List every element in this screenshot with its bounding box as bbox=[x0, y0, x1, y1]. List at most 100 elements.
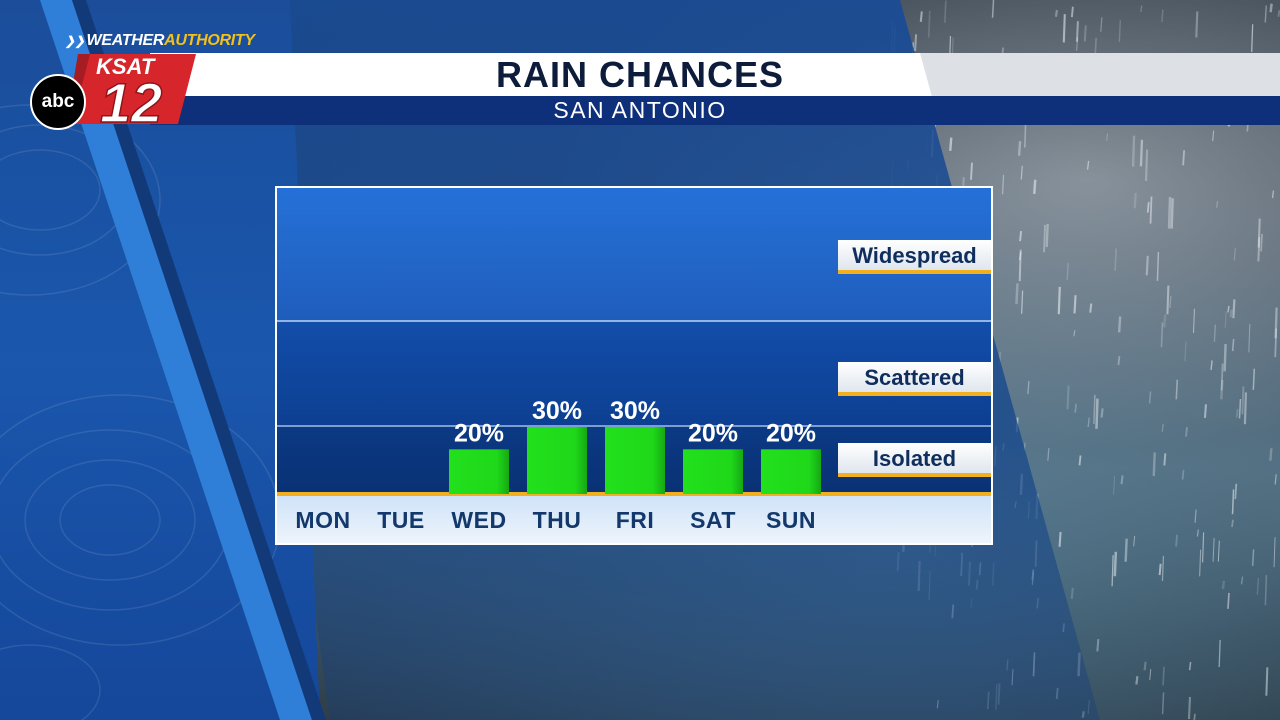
rain-streak bbox=[1277, 10, 1280, 17]
rain-streak bbox=[1033, 179, 1037, 194]
rain-streak bbox=[1274, 328, 1278, 358]
rain-streak bbox=[970, 162, 973, 180]
rain-streak bbox=[1124, 538, 1128, 562]
rain-streak bbox=[1054, 9, 1059, 17]
rain-streak bbox=[1152, 452, 1156, 477]
bar-fri bbox=[605, 427, 665, 494]
rain-streak bbox=[1251, 24, 1254, 52]
bar-thu bbox=[527, 427, 587, 494]
rain-streak bbox=[1188, 661, 1192, 671]
rain-streak bbox=[1260, 233, 1263, 252]
rain-streak bbox=[1100, 408, 1104, 418]
rain-streak bbox=[1223, 344, 1227, 372]
rain-streak bbox=[1133, 535, 1136, 547]
rain-streak bbox=[1073, 330, 1076, 337]
rain-streak bbox=[1169, 296, 1172, 309]
value-label-sat: 20% bbox=[688, 419, 738, 447]
rain-streak bbox=[1231, 519, 1234, 528]
rain-streak bbox=[1269, 448, 1273, 461]
rain-streak bbox=[1001, 174, 1005, 195]
bar-sat bbox=[683, 449, 743, 494]
rain-streak bbox=[1117, 316, 1122, 333]
rain-streak bbox=[1160, 322, 1164, 348]
weather-authority-logo: ❯❯ WEATHER AUTHORITY bbox=[65, 32, 255, 50]
rain-streak bbox=[1162, 666, 1165, 686]
value-label-wed: 20% bbox=[454, 419, 504, 447]
rain-streak bbox=[1212, 537, 1215, 562]
rain-streak bbox=[1074, 403, 1078, 413]
rain-streak bbox=[1232, 299, 1236, 319]
day-label-thu: THU bbox=[533, 507, 582, 533]
rain-streak bbox=[1251, 549, 1255, 567]
rain-streak bbox=[1118, 20, 1122, 42]
rain-streak bbox=[1220, 379, 1224, 400]
rain-streak bbox=[1192, 308, 1196, 333]
rain-streak bbox=[1066, 263, 1069, 280]
rain-streak bbox=[991, 0, 995, 18]
rain-streak bbox=[1161, 692, 1165, 715]
rain-streak bbox=[1185, 427, 1188, 437]
bars-layer bbox=[449, 427, 821, 494]
rain-streak bbox=[1181, 469, 1185, 480]
rain-streak bbox=[1149, 196, 1153, 224]
rain-streak bbox=[1089, 303, 1093, 313]
rain-streak bbox=[1271, 190, 1275, 199]
day-label-sun: SUN bbox=[766, 507, 816, 533]
rain-streak bbox=[1234, 483, 1238, 500]
rain-streak bbox=[1195, 11, 1199, 38]
rain-streak bbox=[1227, 305, 1230, 313]
rain-streak bbox=[1149, 669, 1152, 680]
rain-streak bbox=[1146, 202, 1150, 213]
rain-streak bbox=[1274, 474, 1277, 485]
rain-streak bbox=[1210, 360, 1213, 370]
rain-streak bbox=[1199, 549, 1202, 577]
rain-streak bbox=[1143, 661, 1147, 671]
rain-streak bbox=[1120, 475, 1124, 485]
rain-streak bbox=[1163, 453, 1167, 466]
rain-streak bbox=[1062, 14, 1066, 43]
value-label-fri: 30% bbox=[610, 397, 660, 425]
rain-streak bbox=[1096, 638, 1100, 652]
rain-streak bbox=[1182, 150, 1186, 166]
rain-streak bbox=[1113, 551, 1118, 577]
rain-streak bbox=[1093, 394, 1096, 425]
rain-streak bbox=[1257, 218, 1261, 248]
title-bar-tail bbox=[920, 53, 1280, 97]
rain-streak bbox=[1175, 379, 1179, 400]
ksat-station-text: KSAT bbox=[96, 54, 156, 79]
level-isolated: Isolated bbox=[838, 443, 991, 477]
rain-streak bbox=[1145, 255, 1149, 276]
rain-streak bbox=[1217, 540, 1220, 562]
rain-streak bbox=[1193, 713, 1196, 720]
rain-streak bbox=[1161, 555, 1165, 582]
rain-streak bbox=[1075, 21, 1079, 42]
rain-streak bbox=[1117, 355, 1121, 366]
brand-authority-text: AUTHORITY bbox=[164, 32, 255, 49]
rain-streak bbox=[1265, 667, 1269, 696]
bar-wed bbox=[449, 449, 509, 494]
level-widespread: Widespread bbox=[838, 240, 991, 274]
rain-streak bbox=[1170, 198, 1174, 229]
rain-streak bbox=[1133, 192, 1137, 209]
rain-streak bbox=[1243, 392, 1248, 425]
rain-streak bbox=[1257, 237, 1261, 262]
rain-streak bbox=[1111, 555, 1114, 587]
page-title: RAIN CHANCES bbox=[495, 54, 784, 95]
rain-streak bbox=[1203, 404, 1208, 419]
rain-streak bbox=[1187, 696, 1192, 720]
rain-streak bbox=[1248, 323, 1251, 353]
rain-streak bbox=[1161, 9, 1164, 23]
value-label-thu: 30% bbox=[532, 397, 582, 425]
rain-streak bbox=[1163, 314, 1167, 328]
subtitle-bar bbox=[150, 96, 1280, 125]
rain-streak bbox=[1078, 455, 1082, 466]
rain-streak bbox=[1057, 286, 1061, 315]
x-axis-band bbox=[277, 496, 991, 543]
rain-streak bbox=[1231, 489, 1235, 515]
day-label-sat: SAT bbox=[690, 507, 736, 533]
rain-streak bbox=[1070, 587, 1074, 599]
rain-streak bbox=[1087, 417, 1090, 428]
rain-streak bbox=[1221, 580, 1226, 590]
rain-streak bbox=[1094, 37, 1097, 56]
rain-streak bbox=[1148, 391, 1152, 404]
